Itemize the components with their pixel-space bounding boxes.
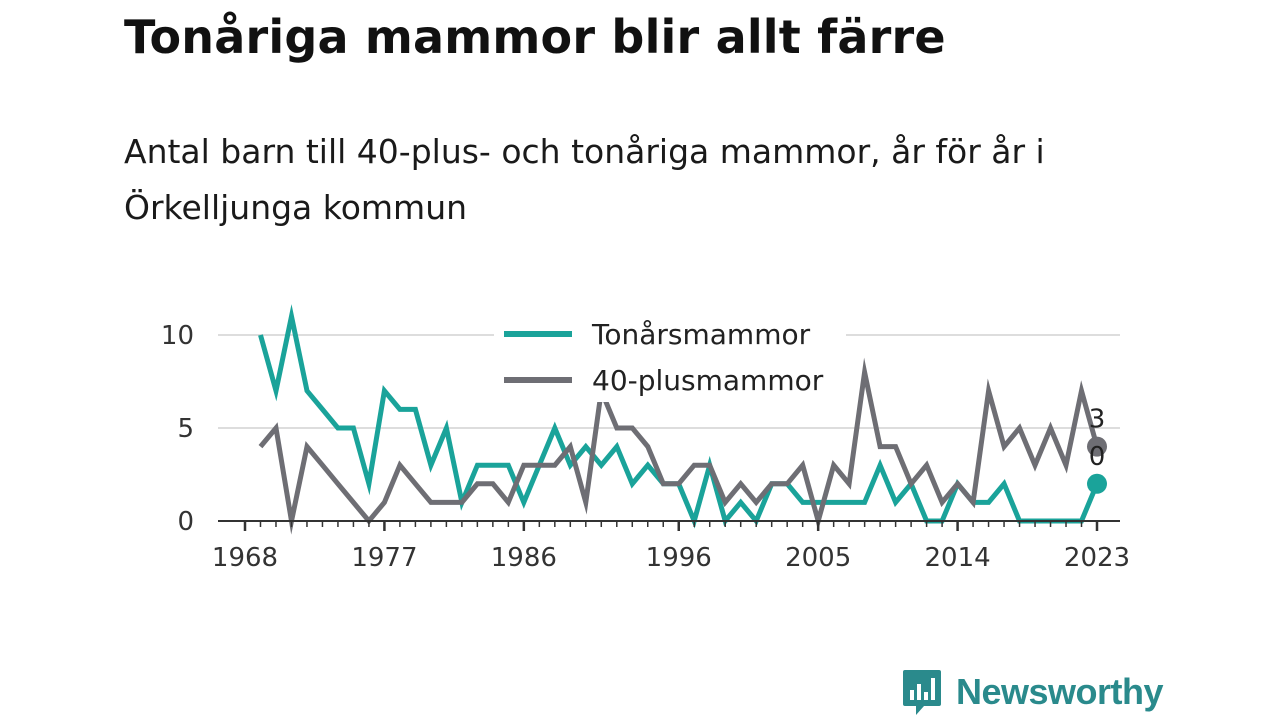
end-value-label: 3: [1089, 405, 1106, 435]
x-tick-label: 2023: [1064, 543, 1130, 573]
y-tick-label: 10: [161, 321, 194, 351]
x-axis: 1968 1977 1986 1996 2005 2014 2023: [212, 520, 1130, 573]
y-tick-label: 5: [177, 414, 194, 444]
y-axis-labels: 0 5 10: [161, 321, 194, 537]
x-tick-label: 1968: [212, 543, 278, 573]
x-tick-label: 1977: [351, 543, 417, 573]
series-line-40-plusmammor: [258, 357, 1100, 535]
chart-title: Tonåriga mammor blir allt färre: [124, 10, 946, 64]
legend-label: Tonårsmammor: [591, 318, 811, 351]
end-marker: [1087, 473, 1107, 494]
legend-label: 40-plusmammor: [592, 364, 824, 397]
x-tick-label: 1996: [646, 543, 712, 573]
chart-subtitle: Antal barn till 40-plus- och tonåriga ma…: [124, 132, 1045, 227]
brand-name: Newsworthy: [956, 671, 1164, 712]
end-marker: [1087, 436, 1107, 457]
x-tick-label: 2005: [785, 543, 851, 573]
legend: Tonårsmammor 40-plusmammor: [494, 312, 846, 402]
newsworthy-logo-icon: [903, 670, 941, 715]
y-tick-label: 0: [177, 507, 194, 537]
x-tick-label: 2014: [924, 543, 990, 573]
series-lines: [258, 304, 1100, 535]
brand-logo: Newsworthy: [902, 668, 1164, 716]
x-tick-label: 1986: [491, 543, 557, 573]
end-value-label: 0: [1089, 442, 1106, 472]
end-labels: 30: [1087, 405, 1107, 494]
